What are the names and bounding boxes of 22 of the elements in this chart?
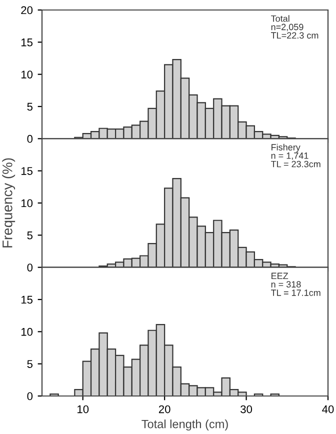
y-tick-label: 0: [27, 392, 33, 400]
annotation: EEZ n = 318 TL = 17.1cm: [271, 272, 320, 296]
x-axis-title: Total length (cm): [142, 420, 228, 431]
y-tick-label: 10: [21, 199, 33, 208]
y-tick-label: 15: [21, 38, 33, 46]
y-tick-label: 5: [27, 232, 33, 240]
y-tick-label: 10: [21, 328, 33, 336]
y-tick-label: 5: [27, 102, 33, 111]
y-tick-label: 5: [27, 360, 33, 368]
x-tick-label: 40: [322, 405, 334, 414]
y-tick-label: 0: [27, 134, 33, 143]
x-tick-label: 30: [240, 405, 252, 414]
y-tick-label: 20: [21, 6, 33, 14]
x-tick-label: 10: [78, 405, 89, 414]
y-tick-label: 10: [21, 70, 33, 78]
y-tick-label: 15: [21, 296, 33, 304]
y-tick-label: 15: [21, 167, 33, 175]
y-axis-title: Frequency (%): [2, 158, 16, 248]
annotation: Total n=2,059 TL=22.3 cm: [271, 15, 318, 39]
y-tick-label: 0: [27, 264, 33, 272]
x-tick-label: 20: [158, 405, 170, 414]
annotation: Fishery n = 1,741 TL = 23.3cm: [271, 144, 320, 168]
